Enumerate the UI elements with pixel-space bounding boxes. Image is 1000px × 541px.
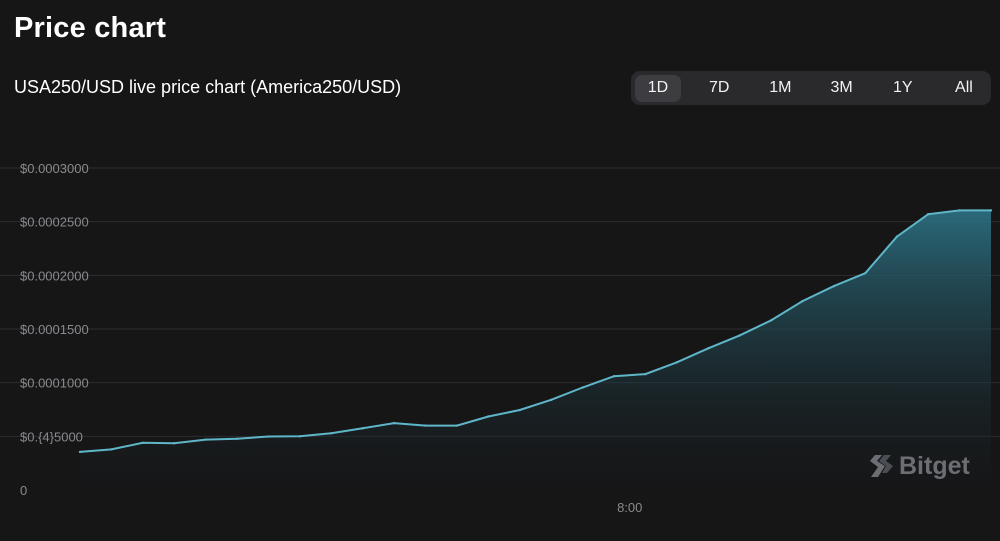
chart-subtitle: USA250/USD live price chart (America250/… [14, 77, 402, 97]
data-point [455, 424, 459, 427]
price-points [78, 209, 993, 454]
data-point [707, 347, 710, 350]
data-point [581, 386, 584, 389]
data-point [330, 432, 333, 435]
data-point [769, 319, 773, 322]
data-point [958, 209, 961, 212]
data-point [78, 450, 82, 454]
data-point [204, 438, 207, 441]
data-point [424, 424, 427, 427]
tab-1y[interactable]: 1Y [892, 79, 913, 96]
x-axis-ticks: 8:00 [617, 500, 642, 515]
data-point [612, 375, 616, 378]
data-point [989, 209, 993, 212]
data-point [801, 299, 804, 303]
y-tick-label: $0.0003000 [20, 161, 89, 176]
tab-all[interactable]: All [955, 79, 973, 96]
y-tick-label: $0.0001000 [20, 376, 89, 391]
data-point [110, 448, 113, 451]
data-point [926, 212, 930, 216]
x-tick-label: 8:00 [617, 500, 642, 515]
tab-7d[interactable]: 7D [708, 79, 730, 96]
y-tick-label: $0.{4}5000 [20, 429, 83, 444]
data-point [487, 415, 490, 418]
data-point [832, 284, 836, 288]
y-tick-label: $0.0002500 [20, 215, 89, 230]
time-range-tabs: 1D 7D 1M 3M 1Y All [631, 71, 991, 105]
data-point [298, 435, 302, 438]
y-tick-label: 0 [20, 483, 27, 498]
tab-1d[interactable]: 1D [635, 74, 681, 102]
data-point [141, 441, 145, 444]
bitget-logo-icon [870, 455, 893, 477]
data-point [895, 235, 898, 238]
y-tick-label: $0.0001500 [20, 322, 89, 337]
data-point [173, 442, 176, 445]
data-point [518, 408, 521, 412]
price-area-fill [80, 210, 991, 490]
data-point [267, 435, 270, 438]
data-point [550, 398, 553, 402]
page-title: Price chart [14, 12, 167, 44]
data-point [392, 421, 396, 425]
tab-1m[interactable]: 1M [769, 79, 792, 96]
y-tick-label: $0.0002000 [20, 268, 89, 283]
data-point [738, 334, 741, 337]
bitget-watermark: Bitget [866, 451, 970, 481]
tab-3m[interactable]: 3M [830, 79, 853, 96]
data-point [361, 427, 364, 430]
data-point [864, 271, 867, 275]
data-point [235, 437, 239, 440]
y-axis-ticks: 0 $0.{4}5000 $0.0001000 $0.0001500 $0.000200… [20, 161, 89, 498]
data-point [644, 372, 647, 376]
data-point [675, 361, 679, 364]
watermark-text: Bitget [899, 451, 970, 480]
price-line [79, 209, 991, 453]
